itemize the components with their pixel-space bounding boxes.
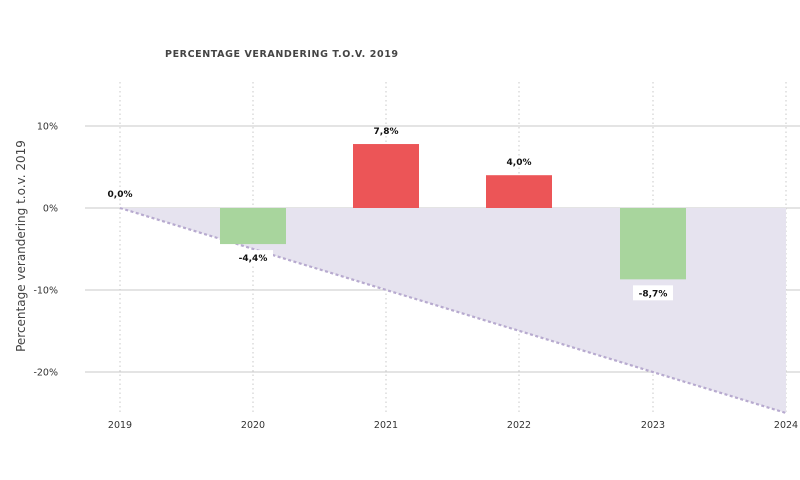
- data-label-background: [633, 285, 673, 301]
- y-tick-label: -20%: [33, 368, 58, 379]
- x-tick-label: 2020: [241, 420, 265, 431]
- data-label: -4,4%: [239, 254, 268, 264]
- bar: [220, 208, 286, 245]
- x-tick-label: 2019: [108, 420, 132, 431]
- y-tick-label: 10%: [37, 122, 58, 133]
- axis-layer: 2019 2020 2021 2022 2023 2024 10% 0% -10% -20%: [33, 122, 798, 432]
- data-labels-layer: 0,0% -4,4% 7,8% 4,0% -8,7%: [108, 127, 673, 301]
- chart-title: PERCENTAGE VERANDERING T.O.V. 2019: [165, 49, 399, 60]
- x-tick-label: 2023: [641, 420, 665, 431]
- reference-layer: [119, 206, 787, 415]
- y-tick-label: 0%: [43, 204, 58, 215]
- data-label: 7,8%: [374, 127, 399, 137]
- data-label-background: [233, 250, 273, 266]
- data-label: -8,7%: [639, 289, 668, 299]
- data-label: 0,0%: [108, 190, 133, 200]
- y-tick-label: -10%: [33, 286, 58, 297]
- y-axis-label: Percentage verandering t.o.v. 2019: [14, 140, 28, 352]
- x-tick-label: 2024: [774, 420, 798, 431]
- bar: [486, 175, 552, 208]
- bar: [620, 208, 686, 280]
- bar: [353, 144, 419, 208]
- bars-layer: [220, 144, 686, 280]
- data-label: 4,0%: [507, 158, 532, 168]
- x-tick-label: 2022: [507, 420, 531, 431]
- x-tick-label: 2021: [374, 420, 398, 431]
